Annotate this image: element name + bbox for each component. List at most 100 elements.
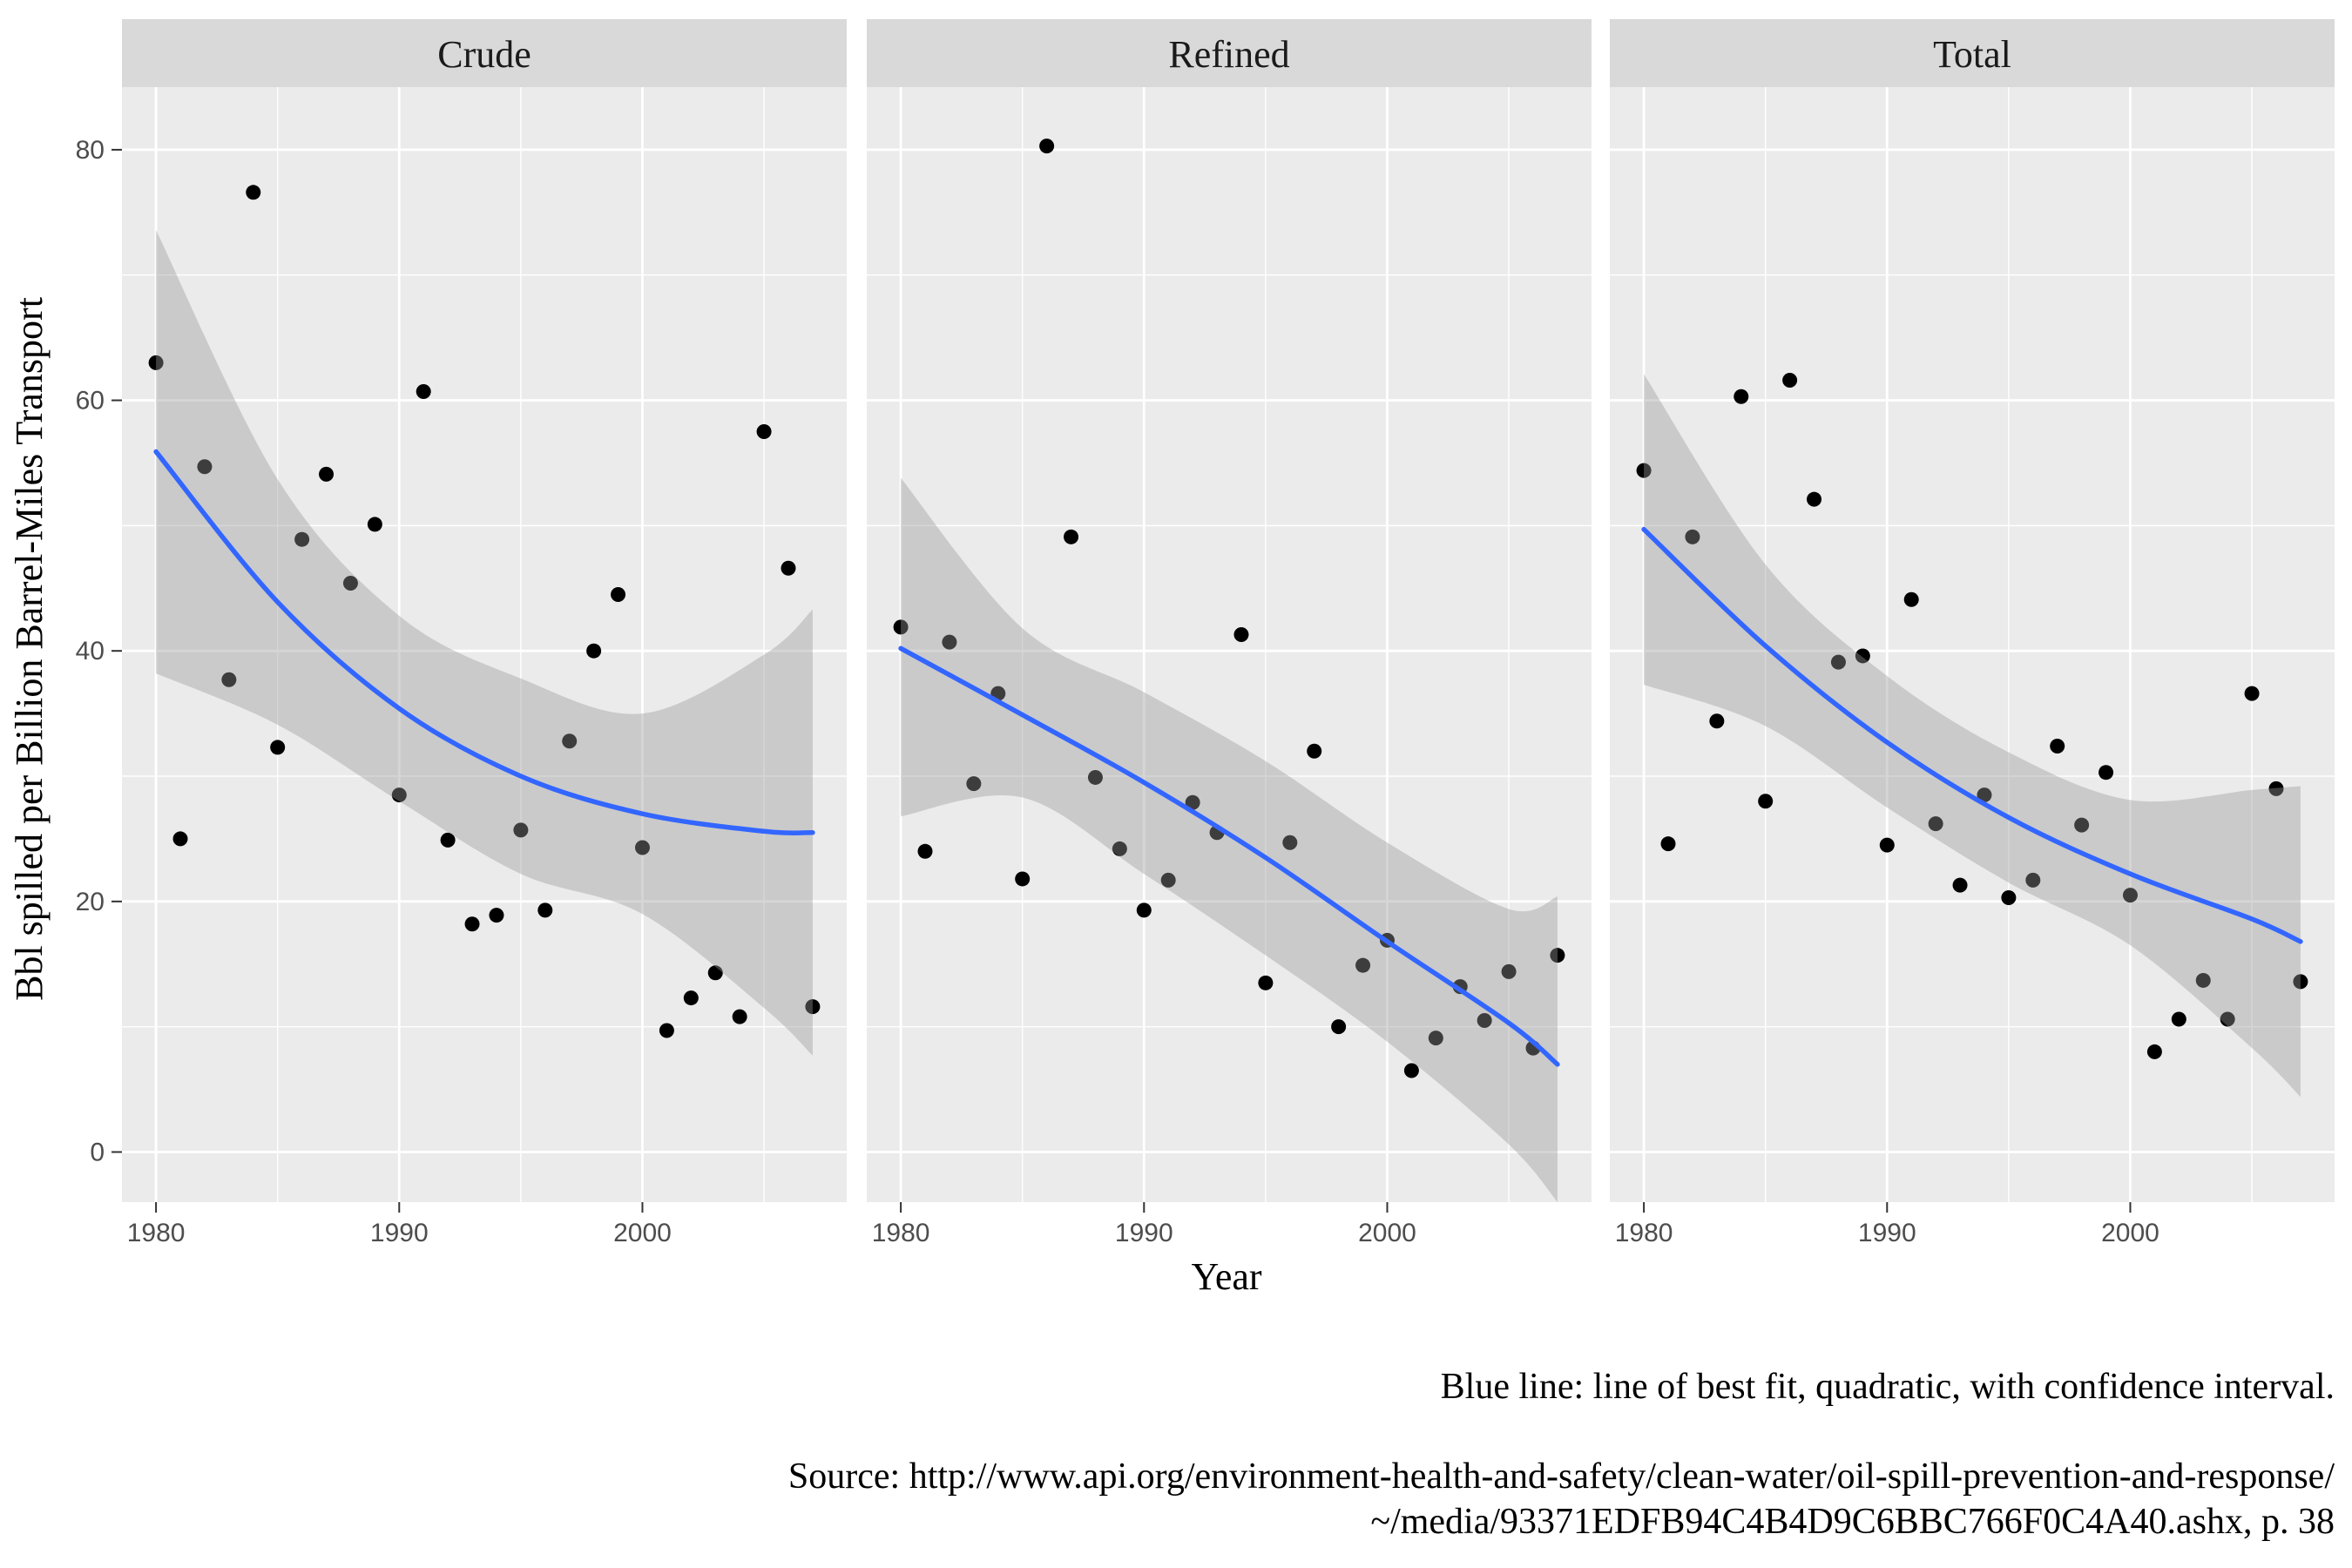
data-point <box>1331 1019 1347 1035</box>
data-point <box>756 424 772 440</box>
data-point <box>2220 1011 2235 1027</box>
x-tick-label: 1980 <box>127 1219 186 1247</box>
data-point <box>537 902 553 918</box>
data-point <box>246 185 261 200</box>
data-point <box>2001 890 2017 906</box>
data-point <box>2293 974 2308 990</box>
x-tick-label: 1990 <box>1115 1219 1173 1247</box>
facet-panel-crude: Crude 1980 1990 2000 <box>122 19 847 1247</box>
data-point <box>440 832 456 848</box>
x-tick-label: 1980 <box>872 1219 930 1247</box>
data-point <box>2099 765 2114 781</box>
data-point <box>1636 463 1652 478</box>
data-point <box>1807 491 1822 507</box>
caption-source-line-2: ~/media/93371EDFB94C4B4D9C6BBC766F0C4A40… <box>1370 1502 2335 1542</box>
data-point <box>1477 1012 1492 1028</box>
data-point <box>1428 1031 1443 1046</box>
x-tick-label: 1990 <box>370 1219 429 1247</box>
data-point <box>367 517 382 532</box>
x-tick-label: 2000 <box>1358 1219 1416 1247</box>
data-point <box>1160 872 1176 888</box>
facet-strip-label: Total <box>1933 33 2011 76</box>
data-point <box>1855 648 1870 664</box>
data-point <box>1952 877 1968 893</box>
data-point <box>2074 817 2090 833</box>
data-point <box>1685 529 1700 544</box>
data-point <box>1550 948 1565 963</box>
facet-strip-label: Refined <box>1168 33 1289 76</box>
data-point <box>1307 743 1322 759</box>
data-point <box>1709 713 1725 729</box>
data-point <box>1758 794 1774 809</box>
data-point <box>586 643 602 659</box>
facet-strip <box>867 19 1592 87</box>
data-point <box>2025 872 2041 888</box>
caption-note: Blue line: line of best fit, quadratic, … <box>1441 1367 2335 1407</box>
data-point <box>611 586 626 602</box>
confidence-ribbon <box>156 229 813 1056</box>
data-point <box>659 1023 674 1038</box>
data-point <box>634 840 650 855</box>
data-point <box>732 1009 747 1024</box>
data-point <box>781 560 796 576</box>
data-point <box>513 822 529 838</box>
y-tick-label: 0 <box>90 1138 105 1166</box>
y-axis: 0 20 40 60 80 <box>76 136 122 1166</box>
caption-source-line-1: Source: http://www.api.org/environment-h… <box>788 1456 2335 1497</box>
confidence-ribbon <box>1644 374 2301 1098</box>
x-tick-label: 2000 <box>2101 1219 2159 1247</box>
data-point <box>197 459 213 475</box>
y-axis-title: Bbl spilled per Billion Barrel-Miles Tra… <box>8 297 51 1001</box>
data-point <box>319 466 335 482</box>
data-point <box>1928 816 1943 832</box>
data-point <box>270 740 286 755</box>
data-point <box>416 383 431 399</box>
facet-panel-refined: Refined 1980 1990 2000 <box>867 19 1592 1247</box>
data-point <box>1087 769 1103 785</box>
data-point <box>1903 591 1919 607</box>
fit-line <box>1641 526 2303 944</box>
data-point <box>464 916 480 932</box>
panel-background <box>867 87 1592 1202</box>
facet-panel-total: Total 1980 1990 2000 <box>1610 19 2335 1247</box>
x-tick-label: 1980 <box>1615 1219 1673 1247</box>
data-point <box>1355 957 1371 973</box>
panel-plot-area <box>1636 373 2308 1098</box>
y-tick-label: 60 <box>76 387 105 416</box>
data-point <box>489 908 504 923</box>
y-tick-label: 20 <box>76 888 105 916</box>
y-tick-label: 80 <box>76 136 105 165</box>
data-point <box>1258 975 1274 990</box>
data-point <box>966 776 982 792</box>
x-axis-title: Year <box>1191 1255 1261 1298</box>
data-point <box>707 965 723 981</box>
data-point <box>1660 836 1676 852</box>
data-point <box>2244 686 2260 701</box>
data-point <box>2171 1011 2186 1027</box>
panel-background <box>1610 87 2335 1202</box>
data-point <box>294 531 310 547</box>
data-point <box>172 831 188 847</box>
data-point <box>1977 787 1992 803</box>
y-tick-label: 40 <box>76 637 105 666</box>
data-point <box>148 355 164 370</box>
data-point <box>391 787 407 803</box>
data-point <box>1879 837 1895 853</box>
data-point <box>562 733 578 749</box>
facet-strip-label: Crude <box>437 33 531 76</box>
data-point <box>2195 972 2211 988</box>
fit-line <box>898 645 1560 1067</box>
panel-plot-area <box>148 185 821 1056</box>
data-point <box>917 843 933 859</box>
x-tick-label: 1990 <box>1858 1219 1916 1247</box>
x-tick-label: 2000 <box>613 1219 672 1247</box>
data-point <box>2146 1044 2162 1059</box>
data-point <box>1403 1063 1419 1078</box>
panel-plot-area <box>893 139 1565 1202</box>
data-point <box>1830 654 1846 670</box>
data-point <box>342 576 358 591</box>
data-point <box>942 634 957 650</box>
data-point <box>805 999 821 1015</box>
data-point <box>893 619 909 635</box>
